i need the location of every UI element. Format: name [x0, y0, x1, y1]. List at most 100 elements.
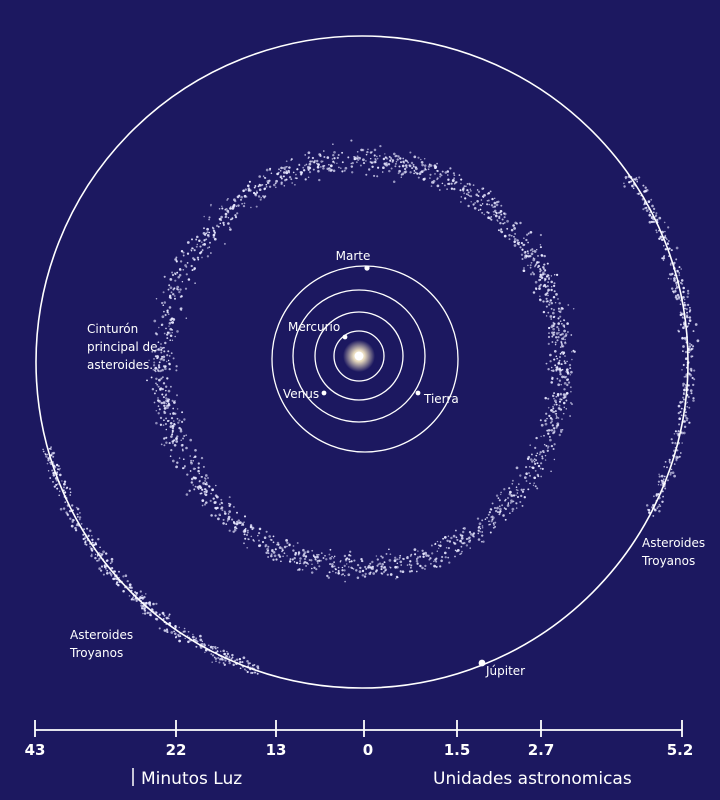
asteroid-dot [383, 561, 386, 564]
asteroid-dot [493, 209, 497, 213]
asteroid-dot [425, 554, 428, 557]
asteroid-dot [555, 413, 558, 415]
asteroid-dot [628, 180, 631, 184]
asteroid-dot [490, 216, 493, 218]
asteroid-dot [469, 188, 472, 191]
asteroid-dot [237, 519, 240, 522]
asteroid-dot [539, 244, 542, 246]
asteroid-dot [677, 297, 681, 300]
asteroid-dot [669, 473, 672, 476]
asteroid-dot [377, 563, 380, 566]
asteroid-dot [559, 315, 562, 318]
asteroid-dot [381, 563, 384, 566]
asteroid-dot [678, 266, 681, 269]
asteroid-dot [543, 451, 545, 454]
asteroid-dot [222, 518, 225, 521]
asteroid-dot [552, 316, 555, 319]
asteroid-dot [460, 552, 463, 555]
asteroid-dot [692, 330, 695, 333]
asteroid-dot [236, 212, 239, 215]
asteroid-dot [212, 497, 215, 500]
asteroid-dot [482, 540, 485, 543]
asteroid-dot [562, 401, 566, 405]
asteroid-dot [209, 499, 212, 502]
asteroid-dot [171, 459, 175, 463]
asteroid-dot [210, 205, 212, 207]
asteroid-dot [266, 547, 269, 551]
asteroid-dot [546, 262, 549, 265]
asteroid-dot [662, 480, 665, 483]
asteroid-dot [550, 318, 552, 320]
asteroid-dot [349, 550, 352, 553]
asteroid-dot [493, 197, 496, 200]
asteroid-dot [355, 569, 358, 572]
asteroid-dot [167, 313, 170, 316]
trojan-asteroids-left [42, 446, 260, 675]
asteroid-dot [273, 554, 277, 558]
asteroid-dot [86, 527, 89, 530]
asteroid-dot [477, 532, 480, 535]
asteroid-dot [258, 188, 262, 192]
asteroid-dot [52, 455, 55, 458]
asteroid-dot [461, 530, 465, 534]
asteroid-dot [532, 258, 536, 262]
asteroid-dot [159, 387, 162, 391]
asteroid-dot [467, 204, 470, 208]
asteroid-dot [550, 288, 553, 292]
asteroid-dot [216, 495, 219, 499]
asteroid-dot [427, 168, 430, 171]
asteroid-dot [452, 172, 455, 175]
asteroid-dot [499, 507, 502, 511]
asteroid-dot [203, 215, 206, 218]
asteroid-dot [552, 322, 556, 326]
asteroid-dot [157, 341, 160, 344]
asteroid-dot [667, 240, 670, 242]
asteroid-dot [519, 474, 522, 477]
asteroid-dot [126, 579, 129, 583]
asteroid-dot [562, 353, 565, 356]
asteroid-dot [212, 233, 216, 237]
asteroid-dot [549, 416, 553, 420]
asteroid-dot [672, 291, 675, 294]
asteroid-dot [544, 273, 546, 275]
asteroid-dot [199, 245, 202, 248]
asteroid-dot [139, 590, 142, 593]
asteroid-dot [267, 545, 270, 548]
asteroid-dot [427, 554, 430, 557]
asteroid-dot [310, 571, 314, 574]
asteroid-dot [313, 556, 317, 559]
asteroid-dot [329, 169, 332, 172]
asteroid-dot [374, 157, 377, 161]
asteroid-dot [549, 360, 552, 363]
asteroid-dot [534, 485, 537, 488]
asteroid-dot [69, 517, 72, 520]
asteroid-dot [510, 494, 514, 498]
asteroid-dot [669, 263, 672, 266]
asteroid-dot [550, 286, 553, 288]
asteroid-dot [323, 164, 326, 167]
asteroid-dot [128, 595, 131, 597]
asteroid-dot [477, 529, 480, 532]
asteroid-dot [657, 480, 661, 483]
asteroid-dot [520, 242, 523, 245]
asteroid-dot [692, 399, 695, 402]
asteroid-dot [316, 165, 320, 169]
asteroid-dot [170, 631, 174, 634]
asteroid-dot [470, 201, 472, 203]
asteroid-dot [234, 526, 237, 529]
asteroid-dot [185, 317, 188, 319]
asteroid-dot [551, 376, 553, 378]
asteroid-dot [171, 427, 175, 430]
asteroid-dot [166, 398, 170, 401]
asteroid-dot [270, 553, 273, 556]
asteroid-dot [551, 335, 554, 338]
asteroid-dot [278, 546, 282, 549]
asteroid-dot [208, 485, 211, 488]
asteroid-dot [429, 557, 432, 560]
asteroid-dot [82, 528, 86, 531]
asteroid-dot [254, 185, 257, 187]
asteroid-dot [678, 455, 681, 458]
asteroid-dot [337, 572, 340, 575]
asteroid-dot [555, 415, 558, 417]
asteroid-dot [558, 367, 562, 370]
